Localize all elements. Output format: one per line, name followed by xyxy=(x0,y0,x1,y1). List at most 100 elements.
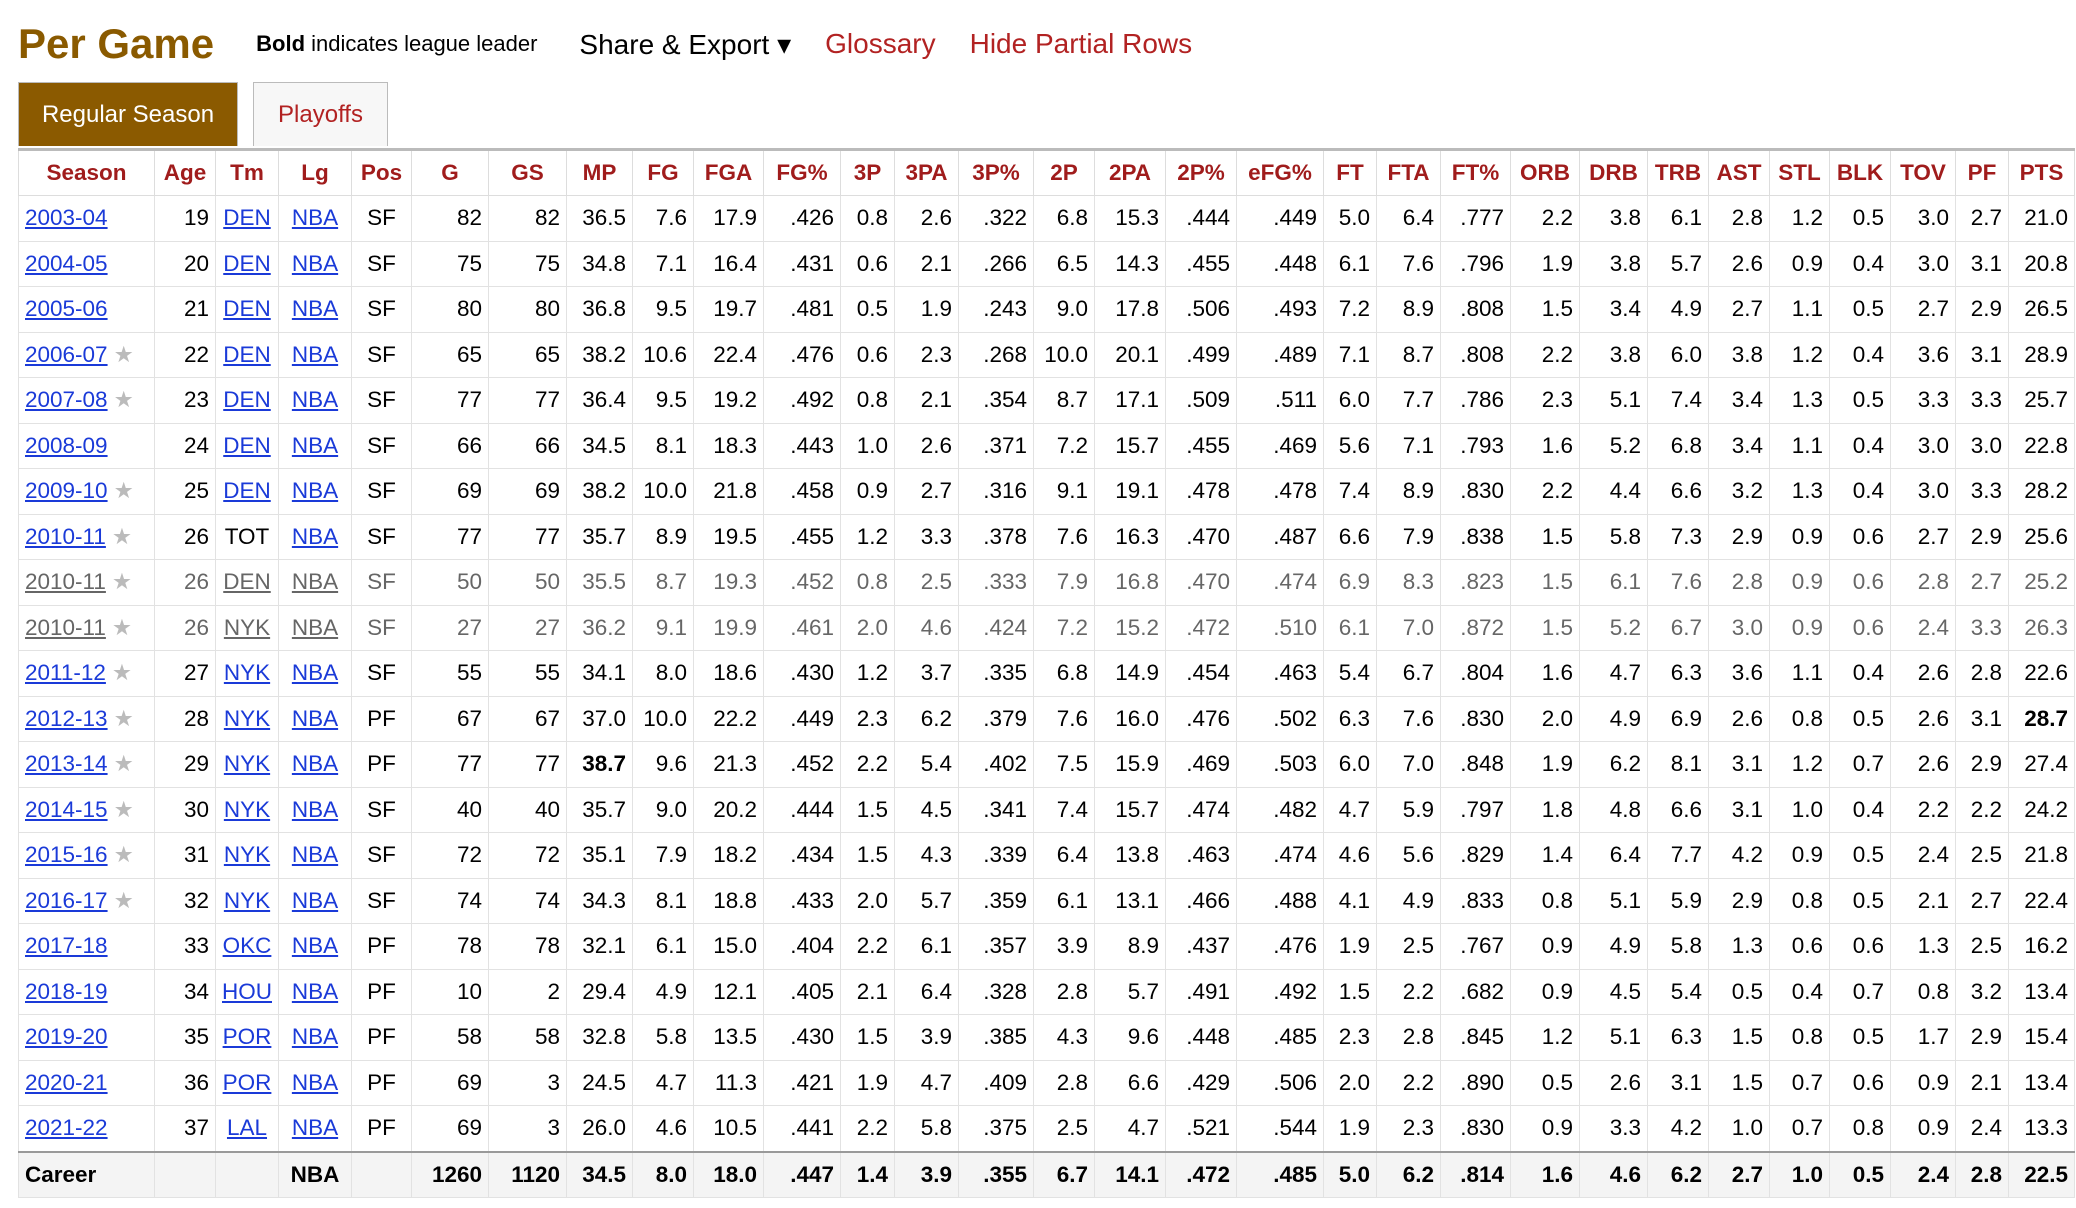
column-header[interactable]: TRB xyxy=(1647,149,1709,196)
link[interactable]: 2010-11 xyxy=(25,614,106,640)
column-header[interactable]: STL xyxy=(1769,149,1830,196)
link[interactable]: NBA xyxy=(291,1115,339,1141)
link[interactable]: 2009-10 xyxy=(25,478,108,504)
column-header[interactable]: DRB xyxy=(1579,149,1648,196)
column-header[interactable]: FTA xyxy=(1376,149,1441,196)
link[interactable]: NBA xyxy=(291,1069,339,1095)
column-header[interactable]: FT% xyxy=(1440,149,1511,196)
link[interactable]: 2013-14 xyxy=(25,751,108,777)
column-header[interactable]: Age xyxy=(154,149,216,196)
column-header[interactable]: BLK xyxy=(1829,149,1891,196)
link[interactable]: POR xyxy=(222,1069,272,1095)
link[interactable]: NBA xyxy=(291,478,339,504)
link[interactable]: LAL xyxy=(226,1115,268,1141)
link[interactable]: 2021-22 xyxy=(25,1115,108,1141)
link[interactable]: NBA xyxy=(291,523,339,549)
column-header[interactable]: Pos xyxy=(351,149,412,196)
link[interactable]: DEN xyxy=(223,205,271,231)
column-header[interactable]: FG% xyxy=(763,149,841,196)
column-header[interactable]: Tm xyxy=(215,149,279,196)
glossary[interactable]: Glossary xyxy=(825,28,936,59)
link[interactable]: 2011-12 xyxy=(25,660,106,686)
link[interactable]: DEN xyxy=(223,296,271,322)
link[interactable]: NBA xyxy=(291,660,339,686)
column-header[interactable]: 3P% xyxy=(958,149,1034,196)
column-header[interactable]: TOV xyxy=(1890,149,1956,196)
link[interactable]: NYK xyxy=(223,887,271,913)
link[interactable]: NYK xyxy=(223,796,271,822)
link[interactable]: DEN xyxy=(223,478,271,504)
cell: 0.4 xyxy=(1829,240,1891,287)
link[interactable]: NBA xyxy=(291,569,339,595)
cell-text: 2.3 xyxy=(920,341,952,367)
column-header[interactable]: FGA xyxy=(693,149,764,196)
link[interactable]: 2017-18 xyxy=(25,933,108,959)
link[interactable]: 2020-21 xyxy=(25,1069,108,1095)
link[interactable]: 2015-16 xyxy=(25,842,108,868)
column-header[interactable]: GS xyxy=(488,149,567,196)
link[interactable]: NBA xyxy=(291,296,339,322)
link[interactable]: NBA xyxy=(291,432,339,458)
column-header[interactable]: FG xyxy=(632,149,694,196)
link[interactable]: 2008-09 xyxy=(25,432,108,458)
link[interactable]: NBA xyxy=(291,751,339,777)
link[interactable]: 2016-17 xyxy=(25,887,108,913)
link[interactable]: NBA xyxy=(291,387,339,413)
column-header[interactable]: 3PA xyxy=(894,149,959,196)
link[interactable]: 2004-05 xyxy=(25,250,108,276)
link[interactable]: NBA xyxy=(291,887,339,913)
share-export[interactable]: Share & Export ▾ xyxy=(579,28,792,60)
link[interactable]: DEN xyxy=(223,250,271,276)
link[interactable]: 2010-11 xyxy=(25,523,106,549)
link[interactable]: NBA xyxy=(291,842,339,868)
link[interactable]: NBA xyxy=(291,250,339,276)
column-header[interactable]: FT xyxy=(1323,149,1377,196)
link[interactable]: DEN xyxy=(223,432,271,458)
column-header[interactable]: eFG% xyxy=(1236,149,1324,196)
column-header[interactable]: 3P xyxy=(840,149,895,196)
column-header[interactable]: G xyxy=(411,149,489,196)
link[interactable]: 2005-06 xyxy=(25,296,108,322)
link[interactable]: NBA xyxy=(291,1024,339,1050)
link[interactable]: OKC xyxy=(222,933,272,959)
link[interactable]: 2012-13 xyxy=(25,705,108,731)
column-header[interactable]: Season xyxy=(18,149,155,196)
link[interactable]: NYK xyxy=(223,842,271,868)
link[interactable]: NYK xyxy=(223,614,271,640)
column-header[interactable]: PF xyxy=(1955,149,2009,196)
column-header[interactable]: 2P% xyxy=(1165,149,1237,196)
column-header[interactable]: ORB xyxy=(1510,149,1580,196)
link[interactable]: 2010-11 xyxy=(25,569,106,595)
link[interactable]: POR xyxy=(222,1024,272,1050)
link[interactable]: NYK xyxy=(223,705,271,731)
link[interactable]: DEN xyxy=(223,387,271,413)
link[interactable]: NBA xyxy=(291,978,339,1004)
link[interactable]: DEN xyxy=(223,341,271,367)
column-header[interactable]: 2PA xyxy=(1094,149,1166,196)
link[interactable]: 2007-08 xyxy=(25,387,108,413)
link[interactable]: NBA xyxy=(291,796,339,822)
total-row: Career NBA 1260 1120 34.5 8.0 18.0 .447 1.4 3.9 .3… xyxy=(18,1150,2075,1198)
link[interactable]: 2019-20 xyxy=(25,1024,108,1050)
column-header[interactable]: AST xyxy=(1708,149,1770,196)
link[interactable]: DEN xyxy=(223,569,271,595)
link[interactable]: 2018-19 xyxy=(25,978,108,1004)
column-header[interactable]: PTS xyxy=(2008,149,2075,196)
hide-partial[interactable]: Hide Partial Rows xyxy=(969,28,1193,59)
link[interactable]: 2014-15 xyxy=(25,796,108,822)
link[interactable]: NBA xyxy=(291,614,339,640)
tab[interactable]: Regular Season xyxy=(18,82,238,146)
column-header[interactable]: Lg xyxy=(278,149,352,196)
column-header[interactable]: 2P xyxy=(1033,149,1095,196)
tab[interactable]: Playoffs xyxy=(253,82,388,146)
column-header[interactable]: MP xyxy=(566,149,633,196)
link[interactable]: 2006-07 xyxy=(25,341,108,367)
link[interactable]: NYK xyxy=(223,660,271,686)
link[interactable]: NBA xyxy=(291,705,339,731)
link[interactable]: 2003-04 xyxy=(25,205,108,231)
link[interactable]: NBA xyxy=(291,205,339,231)
link[interactable]: NBA xyxy=(291,341,339,367)
link[interactable]: NYK xyxy=(223,751,271,777)
link[interactable]: HOU xyxy=(222,978,272,1004)
link[interactable]: NBA xyxy=(291,933,339,959)
